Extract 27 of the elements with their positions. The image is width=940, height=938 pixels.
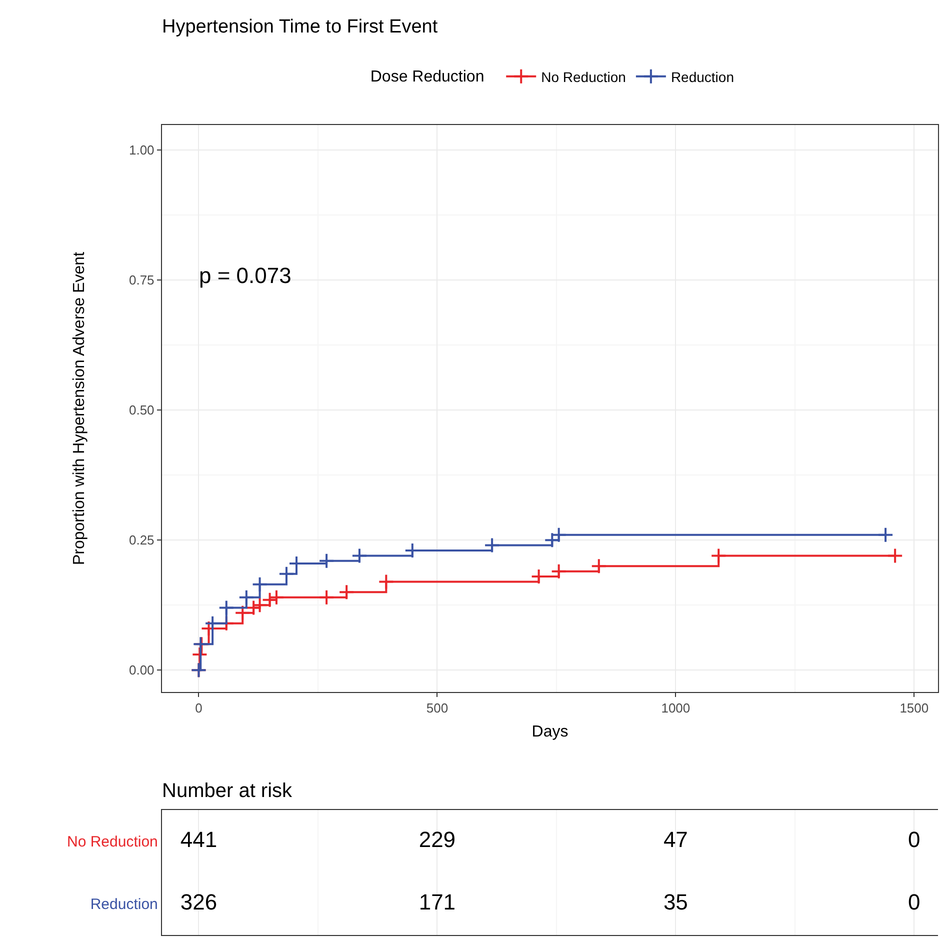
chart-title: Hypertension Time to First Event — [162, 16, 438, 38]
y-tick-label: 0.25 — [128, 532, 154, 548]
legend-label: No Reduction — [541, 68, 626, 85]
y-tick-label: 1.00 — [128, 142, 154, 158]
data-label: 0 — [908, 826, 920, 852]
y-tick-label: 0.75 — [128, 272, 154, 288]
data-label: 171 — [418, 889, 456, 914]
data-label: 35 — [663, 889, 688, 914]
x-tick-label: 0 — [195, 700, 202, 716]
x-tick-label: 1500 — [900, 700, 929, 716]
y-tick-label: No Reduction — [67, 834, 158, 850]
chart-title: Number at risk — [162, 780, 294, 802]
legend-label: Reduction — [670, 68, 734, 85]
y-axis-title: Proportion with Hypertension Adverse Event — [70, 251, 88, 566]
y-tick-label: 0.00 — [128, 662, 154, 678]
data-label: 47 — [663, 826, 688, 852]
legend-title: Dose Reduction — [370, 68, 494, 86]
x-tick-label: 500 — [426, 700, 448, 716]
data-label: 0 — [908, 889, 920, 914]
annotation: p = 0.073 — [199, 263, 292, 288]
x-axis-title: Days — [532, 723, 568, 740]
data-label: 229 — [418, 826, 456, 852]
y-tick-label: Reduction — [90, 896, 158, 913]
y-tick-label: 0.50 — [128, 402, 154, 418]
x-tick-label: 1000 — [661, 700, 690, 716]
data-label: 441 — [180, 826, 218, 852]
data-label: 326 — [180, 889, 218, 914]
